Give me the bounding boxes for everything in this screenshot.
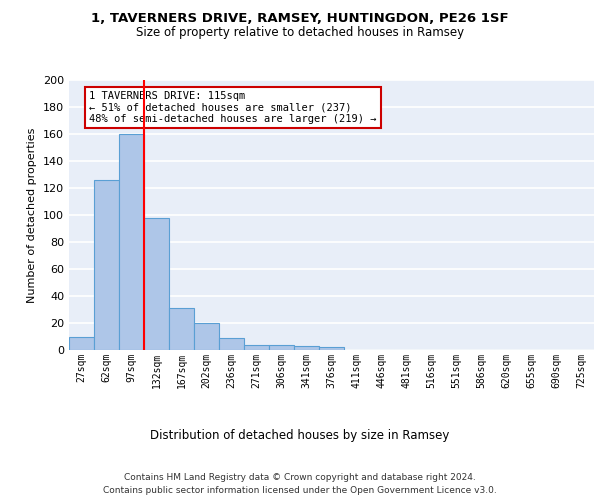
Bar <box>69 336 94 350</box>
Text: Contains HM Land Registry data © Crown copyright and database right 2024.
Contai: Contains HM Land Registry data © Crown c… <box>103 474 497 495</box>
Text: Size of property relative to detached houses in Ramsey: Size of property relative to detached ho… <box>136 26 464 39</box>
Bar <box>294 346 319 350</box>
Y-axis label: Number of detached properties: Number of detached properties <box>28 128 37 302</box>
Text: Distribution of detached houses by size in Ramsey: Distribution of detached houses by size … <box>151 430 449 442</box>
Bar <box>244 344 269 350</box>
Bar <box>194 323 219 350</box>
Bar <box>319 348 344 350</box>
Bar <box>219 338 244 350</box>
Text: 1, TAVERNERS DRIVE, RAMSEY, HUNTINGDON, PE26 1SF: 1, TAVERNERS DRIVE, RAMSEY, HUNTINGDON, … <box>91 12 509 26</box>
Bar <box>269 344 294 350</box>
Bar <box>119 134 144 350</box>
Bar <box>169 308 194 350</box>
Bar <box>144 218 169 350</box>
Bar <box>94 180 119 350</box>
Text: 1 TAVERNERS DRIVE: 115sqm
← 51% of detached houses are smaller (237)
48% of semi: 1 TAVERNERS DRIVE: 115sqm ← 51% of detac… <box>89 91 377 124</box>
